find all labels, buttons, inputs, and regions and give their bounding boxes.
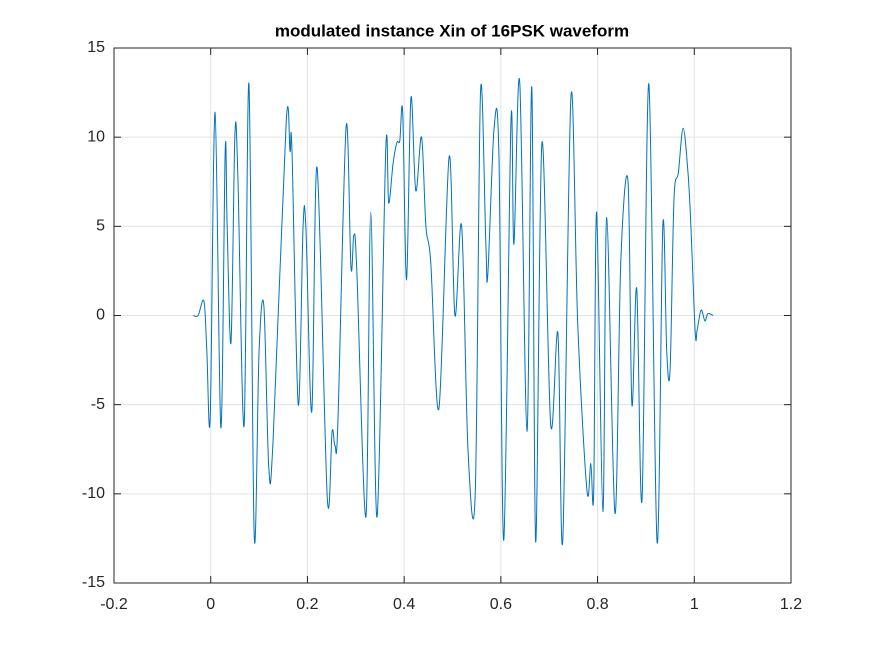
- y-tick-label: -10: [82, 485, 105, 502]
- x-tick-label: 1.2: [780, 596, 802, 613]
- x-tick-label: 0.2: [296, 596, 318, 613]
- y-tick-label: 10: [87, 128, 105, 145]
- y-tick-label: 15: [87, 39, 105, 56]
- y-tick-label: -15: [82, 574, 105, 591]
- y-tick-label: 0: [96, 307, 105, 324]
- chart-title: modulated instance Xin of 16PSK waveform: [275, 21, 629, 40]
- x-tick-label: 0: [206, 596, 215, 613]
- x-tick-label: -0.2: [100, 596, 128, 613]
- x-tick-label: 0.8: [586, 596, 608, 613]
- y-tick-label: -5: [91, 396, 105, 413]
- y-tick-label: 5: [96, 218, 105, 235]
- waveform-line: [193, 77, 714, 546]
- x-tick-label: 1: [690, 596, 699, 613]
- x-tick-label: 0.6: [490, 596, 512, 613]
- x-tick-label: 0.4: [393, 596, 415, 613]
